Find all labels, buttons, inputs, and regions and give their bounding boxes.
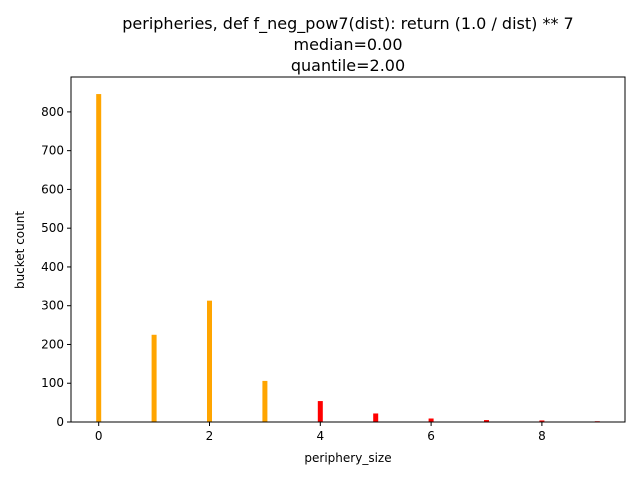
x-axis-label: periphery_size (304, 451, 391, 465)
y-tick-label: 800 (41, 105, 64, 119)
y-tick-label: 700 (41, 144, 64, 158)
bar-2 (207, 300, 212, 422)
bar-3 (262, 380, 268, 422)
y-tick-label: 0 (56, 415, 64, 429)
title-line-3: quantile=2.00 (291, 56, 405, 75)
y-axis-ticks: 0 100 200 300 400 500 600 700 800 (41, 105, 71, 429)
bar-7 (484, 420, 489, 422)
bar-8 (539, 420, 545, 422)
y-tick-label: 600 (41, 182, 64, 196)
title-line-2: median=0.00 (293, 35, 402, 54)
y-axis-label: bucket count (13, 211, 27, 289)
y-tick-label: 400 (41, 260, 64, 274)
bar-1 (151, 334, 157, 422)
y-tick-label: 100 (41, 376, 64, 390)
bar-0 (96, 94, 102, 422)
bar-5 (373, 413, 379, 422)
y-tick-label: 200 (41, 337, 64, 351)
chart-title: peripheries, def f_neg_pow7(dist): retur… (122, 14, 573, 75)
bars-group (96, 94, 600, 422)
x-tick-label: 0 (95, 429, 103, 443)
x-tick-label: 4 (316, 429, 324, 443)
x-axis-ticks: 0 2 4 6 8 (95, 422, 546, 443)
x-tick-label: 6 (427, 429, 435, 443)
x-tick-label: 2 (206, 429, 214, 443)
bar-6 (428, 418, 434, 422)
x-tick-label: 8 (538, 429, 546, 443)
plot-frame (70, 76, 626, 423)
y-tick-label: 300 (41, 299, 64, 313)
y-tick-label: 500 (41, 221, 64, 235)
bar-4 (317, 401, 323, 422)
title-line-1: peripheries, def f_neg_pow7(dist): retur… (122, 14, 573, 34)
